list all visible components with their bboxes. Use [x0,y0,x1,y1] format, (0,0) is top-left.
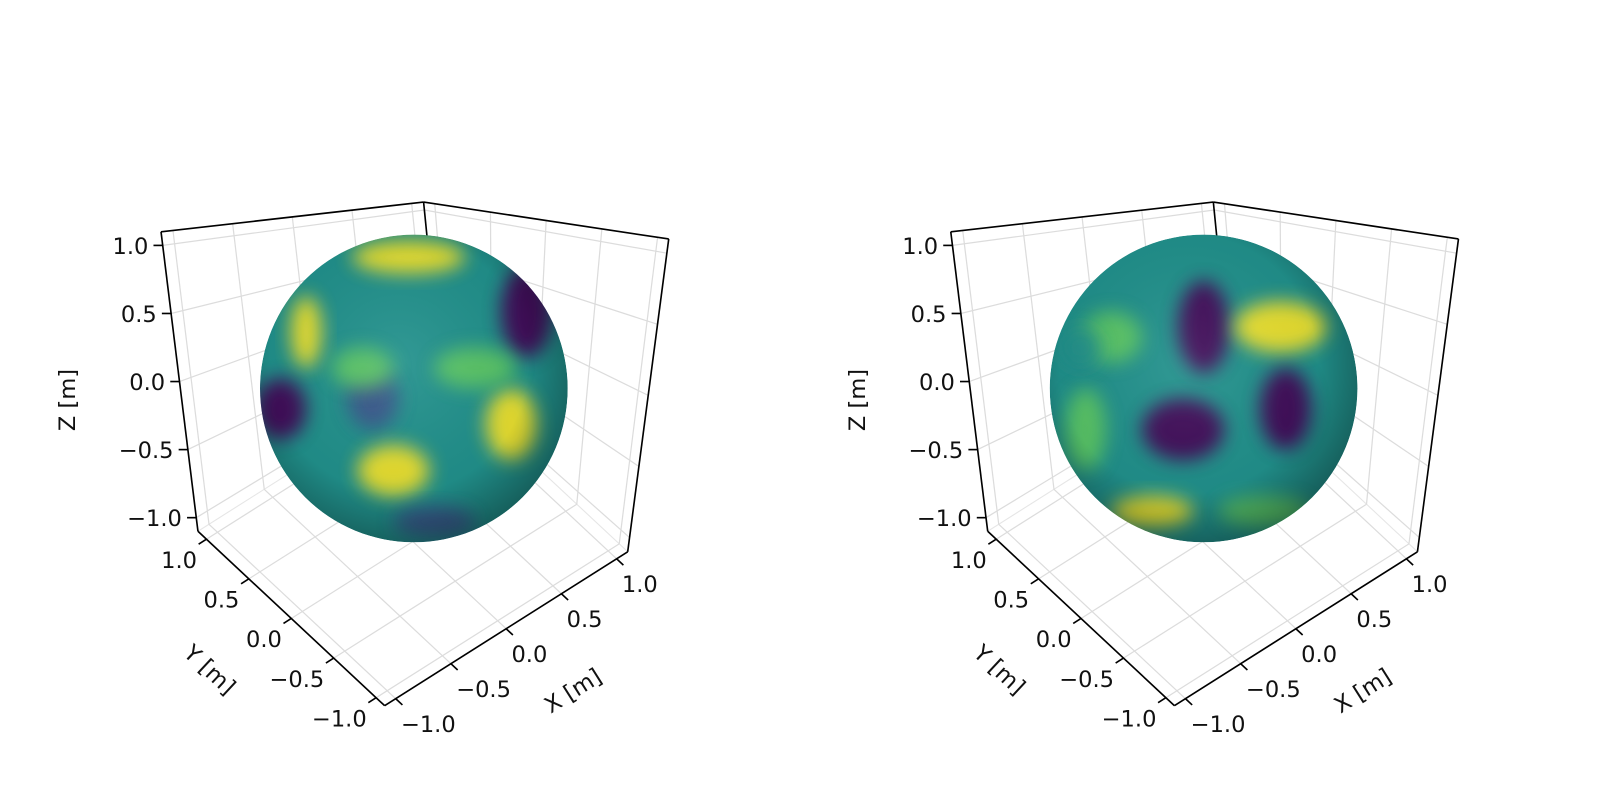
tick-mark [1350,593,1359,601]
grid-line [375,543,620,699]
x-tick-label: 0.5 [1356,607,1392,633]
x-tick-label: 1.0 [622,572,658,598]
tick-mark [987,538,997,545]
axis-edge [626,238,670,552]
z-tick-label: −0.5 [119,438,174,464]
tick-mark [325,657,335,664]
y-tick-label: 0.0 [246,627,282,653]
chart-3d: −1.0−0.50.00.51.0−1.0−0.50.00.51.0−1.0−0… [845,201,1460,738]
tick-mark [1240,663,1248,671]
z-axis-title: Z [m] [55,369,81,431]
tick-mark [240,578,250,585]
tick-mark [1072,617,1082,625]
x-tick-label: 0.0 [511,642,547,668]
grid-line [1214,209,1457,254]
sphere-surface [260,234,568,543]
y-axis-title: Y [m] [178,639,241,700]
y-tick-label: 0.5 [993,588,1029,614]
tick-mark [1295,628,1304,636]
tick-mark [616,558,624,566]
z-tick-label: −0.5 [909,438,964,464]
z-tick-label: −1.0 [917,506,972,532]
x-tick-label: 0.0 [1301,642,1337,668]
sphere-surface [1049,234,1358,543]
tick-mark [1184,698,1193,706]
grid-line [1123,503,1367,659]
tick-mark [1405,558,1414,566]
y-axis-title: Y [m] [967,639,1030,700]
tick-mark [198,538,207,545]
tick-mark [505,628,514,636]
tick-mark [395,698,403,706]
y-tick-label: −0.5 [1059,667,1114,693]
z-tick-label: 0.5 [121,302,157,328]
axis-edge [160,201,424,233]
z-tick-label: −1.0 [127,506,182,532]
axis-edge [950,201,1214,233]
x-axis-title: X [m] [540,664,606,719]
grid-line [952,209,1215,247]
sphere-shading [260,234,568,543]
sphere-shading [1049,234,1358,543]
tick-mark [1115,657,1124,664]
axis-edge [1213,201,1459,240]
grid-line [424,209,667,254]
z-tick-label: 0.0 [919,370,955,396]
y-tick-label: −0.5 [270,667,325,693]
x-axis-title: X [m] [1330,664,1396,719]
x-tick-label: −1.0 [401,712,456,738]
z-axis-title: Z [m] [845,369,871,431]
x-tick-label: −0.5 [1246,677,1301,703]
grid-line [333,503,578,659]
y-tick-label: 0.0 [1036,627,1072,653]
y-tick-label: −1.0 [312,706,367,732]
z-tick-label: 0.0 [129,370,165,396]
axis-edge [1416,238,1460,552]
y-tick-label: −1.0 [1102,706,1157,732]
axis-edge [423,201,669,240]
grid-line [162,209,425,247]
z-tick-label: 1.0 [902,234,938,260]
z-tick-label: 0.5 [911,302,947,328]
grid-line [1165,543,1410,699]
tick-mark [283,617,292,625]
x-tick-label: 0.5 [567,607,603,633]
x-tick-label: −0.5 [456,677,511,703]
tick-mark [560,593,569,601]
tick-mark [1030,578,1040,585]
chart-3d: −1.0−0.50.00.51.0−1.0−0.50.00.51.0−1.0−0… [55,201,670,738]
tick-mark [367,697,377,704]
x-tick-label: −1.0 [1191,712,1246,738]
tick-mark [1157,697,1167,704]
y-tick-label: 1.0 [951,548,987,574]
y-tick-label: 1.0 [161,548,197,574]
y-tick-label: 0.5 [204,588,240,614]
x-tick-label: 1.0 [1412,572,1448,598]
tick-mark [450,663,459,671]
z-tick-label: 1.0 [112,234,148,260]
